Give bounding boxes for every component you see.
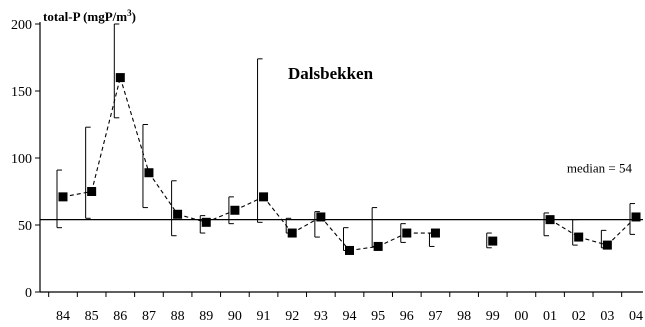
data-point	[430, 228, 440, 238]
series-segment	[119, 77, 150, 173]
data-point	[602, 240, 612, 250]
data-point	[87, 187, 97, 196]
series-segment	[148, 172, 179, 215]
data-point	[144, 168, 154, 178]
x-tick-label: 03	[600, 309, 614, 324]
x-tick-label: 94	[343, 309, 357, 324]
y-tick-label: 50	[18, 219, 32, 234]
x-tick-label: 87	[142, 309, 156, 324]
y-axis-label-sup: 3	[127, 8, 132, 18]
series-segment	[578, 236, 608, 246]
x-tick-label: 93	[314, 309, 328, 324]
y-tick-label: 100	[11, 152, 32, 167]
x-tick-label: 04	[629, 309, 643, 324]
series-segment	[177, 213, 207, 223]
y-axis-label: total-P (mgP/m3)	[43, 8, 136, 24]
data-point	[402, 228, 412, 238]
x-tick-label: 98	[457, 309, 471, 324]
x-tick-label: 02	[572, 309, 586, 324]
data-point	[58, 192, 68, 202]
x-tick-label: 85	[85, 309, 99, 324]
x-tick-label: 00	[514, 309, 528, 324]
series-line	[62, 77, 637, 252]
series-segment	[234, 196, 264, 211]
series-segment	[206, 209, 236, 223]
data-point	[488, 236, 498, 246]
chart-title: Dalsbekken	[288, 64, 374, 83]
x-tick-label: 95	[371, 309, 385, 324]
x-tick-label: 96	[400, 309, 414, 324]
y-tick-label: 150	[11, 85, 32, 100]
series-segment	[549, 219, 579, 238]
x-tick-label: 97	[428, 309, 442, 324]
y-axis-ticks: 0 50 100 150 200	[11, 18, 40, 301]
series-segment	[349, 245, 379, 252]
x-tick-label: 84	[56, 309, 70, 324]
x-tick-label: 99	[486, 309, 500, 324]
x-tick-label: 89	[199, 309, 213, 324]
series-segment	[263, 196, 293, 234]
data-markers	[58, 73, 641, 255]
data-point	[316, 212, 326, 222]
data-point	[230, 205, 240, 215]
x-tick-label: 91	[257, 309, 271, 324]
data-point	[545, 215, 555, 225]
x-tick-label: 86	[113, 309, 127, 324]
series-segment	[62, 190, 92, 198]
x-tick-label: 90	[228, 309, 242, 324]
data-point	[631, 212, 641, 222]
x-axis-ticks: 84 85 86 87 88 89 90 91 92 93 94 95 96 97 98 99 00 01 02 03…	[48, 292, 643, 324]
y-axis-label-base: total-P (mgP/m	[43, 9, 127, 24]
data-point	[201, 217, 211, 227]
median-label: median = 54	[567, 161, 633, 176]
data-point	[173, 209, 183, 219]
data-point	[345, 245, 354, 255]
series-segment	[91, 77, 121, 192]
x-tick-label: 88	[171, 309, 185, 324]
x-tick-label: 92	[285, 309, 299, 324]
y-axis-label-tail: )	[132, 9, 136, 24]
series-segment	[320, 216, 350, 251]
axes	[39, 22, 643, 293]
data-point	[115, 73, 125, 83]
y-tick-label: 0	[25, 286, 32, 301]
y-tick-label: 200	[11, 18, 32, 33]
x-tick-label: 01	[543, 309, 557, 324]
series-segment	[377, 232, 408, 247]
data-point	[287, 228, 297, 238]
series-segment	[291, 216, 322, 234]
error-bars	[56, 23, 635, 251]
data-point	[574, 232, 584, 242]
data-point	[373, 241, 383, 251]
data-point	[259, 192, 269, 202]
